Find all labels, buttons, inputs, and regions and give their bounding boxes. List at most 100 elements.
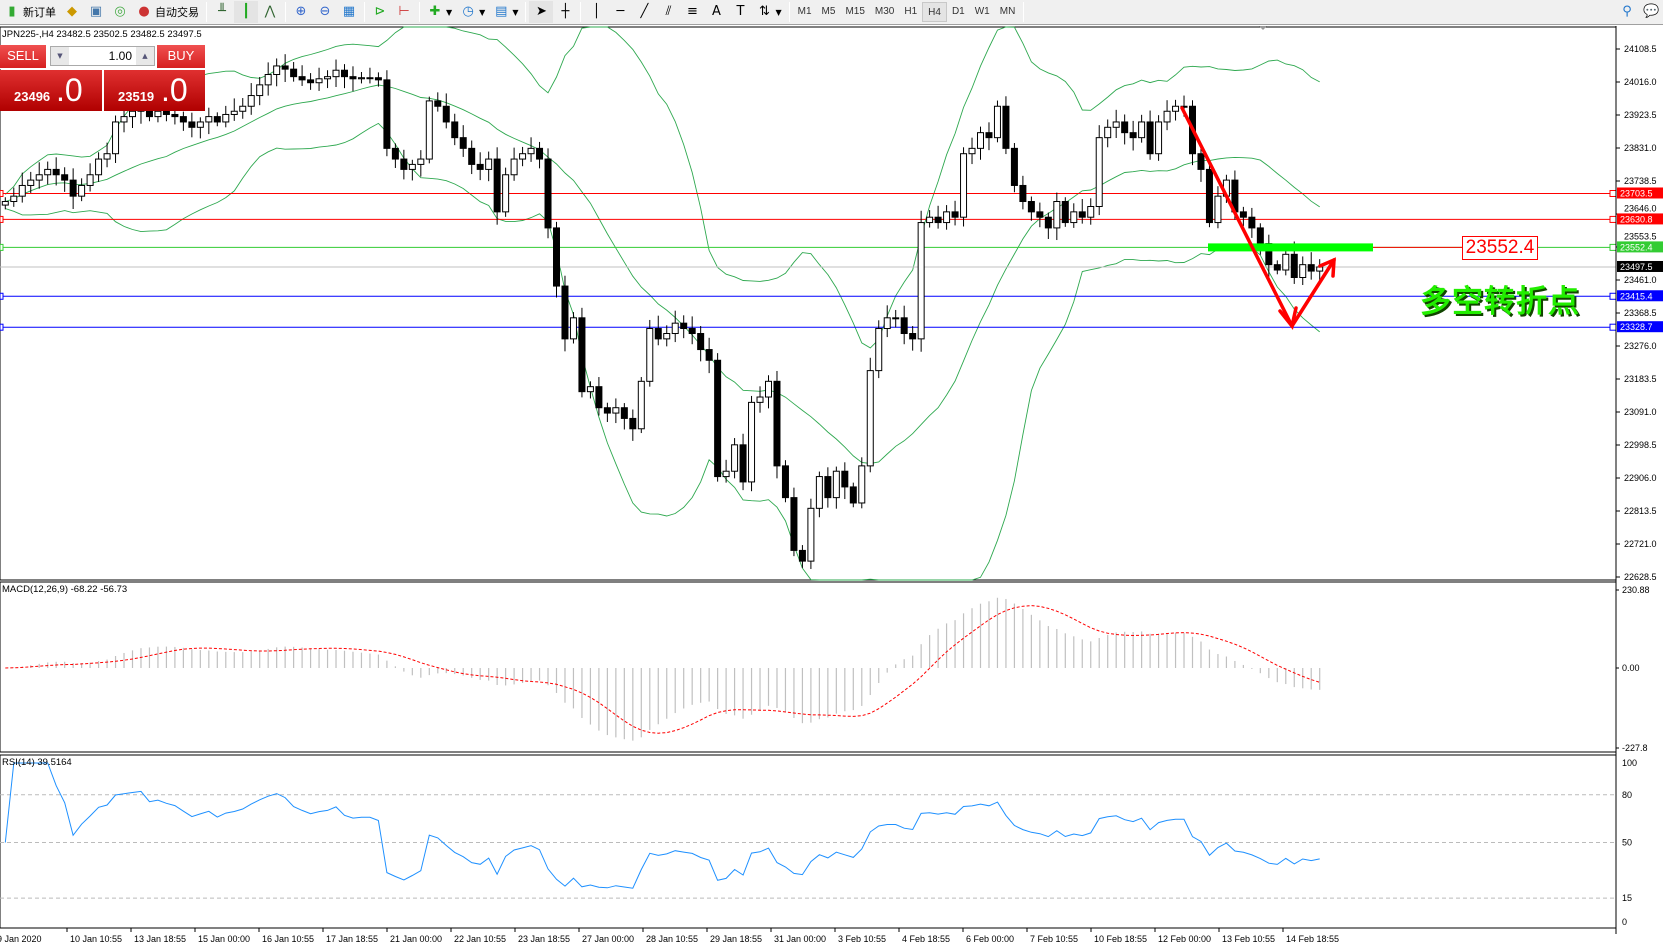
level-handle[interactable] [0,215,4,223]
bear-candle-body [985,132,993,139]
tile-windows-button[interactable]: ▦ [337,1,361,23]
timeframe-m1[interactable]: M1 [797,6,812,17]
bear-candle-body [629,417,637,430]
new-order-button[interactable]: ▮ 新订单 [0,1,60,23]
cursor-button[interactable]: ➤ [529,1,554,23]
zoom-in-button[interactable]: ⊕ [289,1,313,23]
sell-button[interactable]: SELL [0,45,46,69]
crosshair-button[interactable]: ┼ [553,1,577,23]
timeframe-d1[interactable]: D1 [951,6,965,17]
candle [909,326,917,351]
chart-shift-button[interactable]: ⊢ [392,1,416,23]
timeframe-h1[interactable]: H1 [904,6,918,17]
bear-candle-body [188,121,196,128]
separator [580,2,582,22]
level-handle[interactable] [1609,215,1617,223]
candle [247,83,255,115]
auto-trading-button[interactable]: ● 自动交易 [132,1,203,23]
candle [875,320,883,379]
fibonacci-button[interactable]: ≡ [680,1,704,23]
level-price-tag [1617,213,1663,225]
candle [1138,114,1146,143]
indicators-button[interactable]: ✚ ▼ [423,1,456,23]
price-tick-label: 23183.5 [1624,374,1657,384]
level-handle[interactable] [1609,292,1617,300]
search-button[interactable]: ⚲ [1615,1,1639,23]
label-button[interactable]: T [728,1,752,23]
level-handle[interactable] [1609,243,1617,251]
sell-price-button[interactable]: 23496 .0 [0,70,102,111]
timeframe-m15[interactable]: M15 [845,6,865,17]
chart-canvas[interactable]: 24108.5 24016.0 23923.5 23831.0 23738.5 23646… [0,26,1663,946]
cursor-icon: ➤ [536,4,547,19]
auto-scroll-button[interactable]: ⊳ [368,1,392,23]
bollinger-lower-line [5,122,1320,581]
timeframe-m30[interactable]: M30 [874,6,895,17]
level-handle[interactable] [0,292,4,300]
candle [1078,199,1086,224]
bull-candle-body [1163,110,1171,123]
level-handle[interactable] [0,323,4,331]
crosshair-icon: ┼ [561,4,570,19]
market-watch-button[interactable]: ▣ [84,1,108,23]
candle [86,163,94,192]
bull-candle-body [646,328,654,382]
zoom-out-button[interactable]: ⊖ [313,1,337,23]
horizontal-line-button[interactable]: ─ [608,1,632,23]
lot-size-input[interactable]: 1.00 [108,49,132,63]
signals-button[interactable]: ◎ [108,1,132,23]
reversal-point-annotation[interactable]: 多空转折点 [1420,284,1580,320]
level-handle[interactable] [0,243,4,251]
level-price-label: 23552.4 [1620,242,1653,252]
timeframe-h4[interactable]: H4 [922,2,947,22]
bear-candle-body [824,476,832,499]
bar-chart-button[interactable]: ╨ [210,1,234,23]
chart-shift-icon: ⊢ [398,4,410,19]
buy-button[interactable]: BUY [157,45,205,69]
text-icon: A [712,4,721,19]
bear-candle-body [69,179,77,197]
candle [196,117,204,139]
level-price-label: 23630.8 [1620,214,1653,224]
lot-size-stepper[interactable]: ▼ 1.00 ▲ [50,46,155,66]
level-handle[interactable] [0,189,4,197]
history-center-button[interactable]: ◆ [60,1,84,23]
trendline-button[interactable]: ╱ [632,1,656,23]
timeframe-mn[interactable]: MN [999,6,1016,17]
text-button[interactable]: A [704,1,728,23]
bear-candle-body [1121,121,1129,134]
candle-chart-button[interactable]: ┃ [234,1,258,23]
level-handle[interactable] [1609,323,1617,331]
bear-candle-body [1197,153,1205,170]
bull-candle-body [366,77,374,80]
level-annotation-box[interactable]: 23552.4 [1462,236,1538,260]
macd-tick-label: 0.00 [1622,663,1640,673]
timeframe-w1[interactable]: W1 [974,6,990,17]
level-handle[interactable] [1609,189,1617,197]
line-chart-button[interactable]: ⋀ [258,1,282,23]
arrows-button[interactable]: ⇅ ▼ [752,1,785,23]
bear-candle-body [909,333,917,340]
periods-button[interactable]: ◷ ▼ [456,1,489,23]
support-resistance-bar[interactable] [1208,243,1373,252]
decrease-lot-button[interactable]: ▼ [51,47,69,65]
zoom-in-icon: ⊕ [295,4,307,19]
channel-button[interactable]: ⫽ [656,1,680,23]
chat-button[interactable]: 💬 [1639,1,1663,23]
templates-button[interactable]: ▤ ▼ [489,1,522,23]
vertical-line-button[interactable]: │ [584,1,608,23]
timeframe-m5[interactable]: M5 [821,6,836,17]
increase-lot-button[interactable]: ▲ [136,47,154,65]
bull-candle-body [247,95,255,107]
up-arrow-line [1290,258,1336,328]
candle [374,72,382,87]
bull-candle-body [196,121,204,128]
bear-candle-body [1061,201,1069,224]
buy-price-button[interactable]: 23519 .0 [104,70,205,111]
bull-candle-body [1214,195,1222,224]
bull-candle-body [273,65,281,76]
time-tick-label: 4 Feb 18:55 [902,934,950,944]
trend-arrows[interactable] [1180,106,1336,330]
bull-candle-body [425,100,433,160]
candle [400,149,408,180]
